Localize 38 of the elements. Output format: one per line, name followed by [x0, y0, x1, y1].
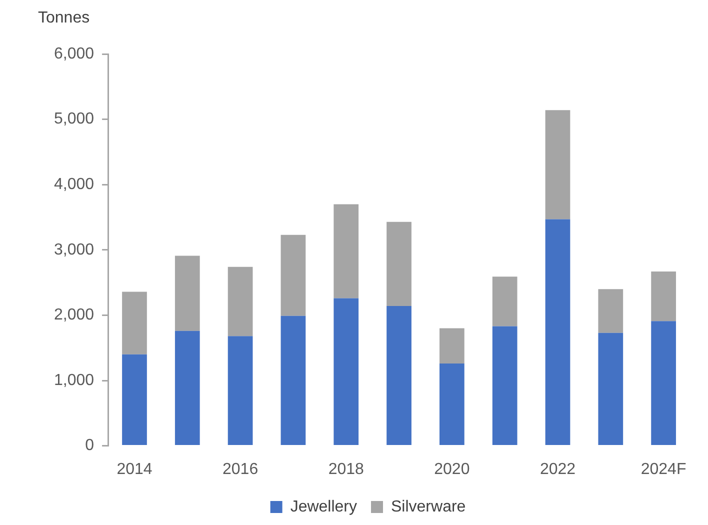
bar — [280, 316, 306, 446]
y-tick-label: 4,000 — [54, 176, 94, 194]
x-tick-label: 2014 — [116, 460, 152, 478]
x-tick-label: 2016 — [222, 460, 258, 478]
legend-label: Jewellery — [290, 498, 357, 516]
y-tick-label: 1,000 — [54, 372, 94, 389]
bar — [122, 292, 147, 354]
x-tick-label: 2020 — [434, 460, 470, 478]
y-tick-label: 0 — [85, 437, 94, 454]
x-tick-label: 2024F — [640, 460, 686, 478]
bar — [439, 328, 464, 364]
bar — [598, 289, 624, 333]
bar — [545, 110, 570, 220]
y-axis-title: Tonnes — [38, 9, 90, 26]
x-tick-label: 2022 — [540, 460, 576, 478]
y-tick-label: 5,000 — [54, 110, 94, 128]
x-tick-label: 2018 — [328, 460, 364, 478]
bar — [228, 266, 253, 336]
bar — [174, 256, 200, 331]
bar — [280, 234, 306, 316]
bar — [174, 330, 200, 446]
bar — [386, 222, 412, 306]
y-tick-label: 3,000 — [54, 241, 94, 258]
legend-label: Silverware — [391, 498, 466, 516]
y-tick-label: 2,000 — [54, 306, 94, 324]
bar — [545, 219, 570, 446]
bar — [228, 336, 253, 446]
bar — [651, 321, 676, 446]
bar — [598, 332, 624, 446]
y-tick-label: 6,000 — [54, 45, 94, 62]
bar — [492, 326, 518, 446]
bar — [651, 271, 676, 322]
bar — [439, 364, 464, 446]
bar — [386, 306, 412, 446]
bar — [334, 204, 359, 298]
bar — [122, 354, 147, 446]
bar — [492, 276, 518, 326]
bar — [334, 298, 359, 446]
